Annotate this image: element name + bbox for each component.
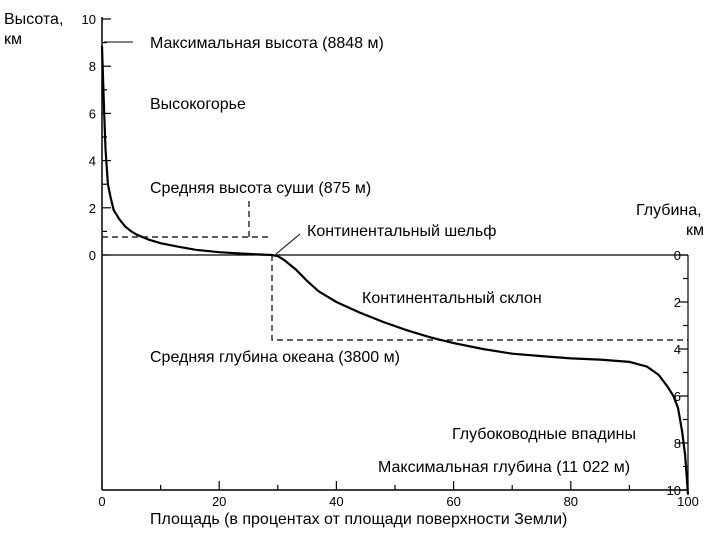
- y-right-tick-label: 8: [674, 436, 681, 451]
- y-left-tick-label: 10: [82, 12, 96, 27]
- x-tick-label: 40: [329, 494, 343, 509]
- y-left-tick-label: 2: [89, 201, 96, 216]
- y-left-tick-label: 6: [89, 106, 96, 121]
- x-tick-label: 80: [564, 494, 578, 509]
- annotation-slope: Континентальный склон: [362, 290, 542, 307]
- y-left-tick-label: 8: [89, 59, 96, 74]
- y-right-tick-label: 2: [674, 295, 681, 310]
- annotation-max-height: Максимальная высота (8848 м): [150, 35, 384, 52]
- y-right-tick-label: 6: [674, 389, 681, 404]
- annotation-trenches: Глубоководные впадины: [452, 426, 636, 443]
- x-tick-label: 60: [446, 494, 460, 509]
- annotation-mean-ocean: Средняя глубина океана (3800 м): [150, 349, 400, 366]
- mean-land-height-line: [102, 198, 272, 238]
- annotation-mean-land: Средняя высота суши (875 м): [150, 180, 371, 197]
- y-left-tick-label: 4: [89, 154, 96, 169]
- x-tick-label: 100: [677, 494, 699, 509]
- annotation-max-depth: Максимальная глубина (11 022 м): [378, 459, 630, 476]
- x-tick-label: 0: [98, 494, 105, 509]
- y-right-tick-label: 0: [674, 248, 681, 263]
- x-axis-title: Площадь (в процентах от площади поверхно…: [150, 511, 567, 528]
- annotation-shelf: Континентальный шельф: [307, 223, 496, 240]
- hypsographic-curve: [100, 46, 690, 495]
- y-right-tick-label: 4: [674, 342, 681, 357]
- annotation-highlands: Высокогорье: [150, 96, 246, 113]
- x-tick-label: 20: [212, 494, 226, 509]
- left-axis-title-2: км: [4, 31, 22, 48]
- mean-ocean-depth-line: [271, 255, 688, 341]
- left-axis-title-1: Высота,: [4, 11, 63, 28]
- right-axis-title-2: км: [686, 222, 704, 239]
- right-axis-title-1: Глубина,: [636, 202, 702, 219]
- y-left-tick-label: 0: [89, 248, 96, 263]
- shelf-pointer: [275, 233, 301, 255]
- y-right-tick-label: 10: [667, 483, 681, 498]
